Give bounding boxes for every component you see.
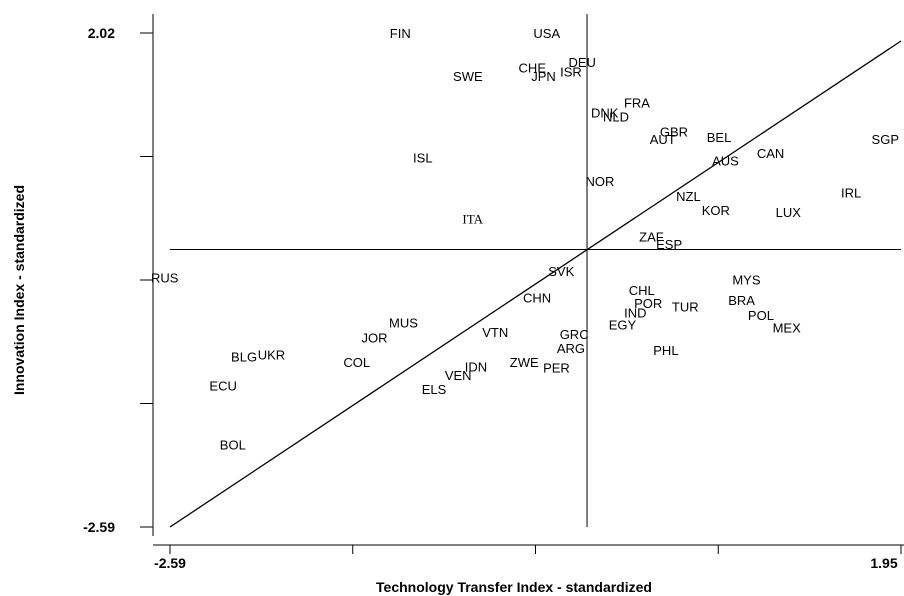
y-axis-title: Innovation Index - standardized (11, 185, 27, 395)
point-label-che: CHE (519, 60, 547, 75)
point-label-vtn: VTN (482, 325, 508, 340)
point-label-ven: VEN (445, 368, 472, 383)
point-label-esp: ESP (656, 237, 682, 252)
point-label-dnk: DNK (591, 105, 619, 120)
point-label-irl: IRL (841, 186, 861, 201)
point-label-nld: NLD (603, 110, 629, 125)
point-label-zwe: ZWE (510, 355, 539, 370)
point-label-arg: ARG (557, 341, 585, 356)
x-axis-ticks (169, 545, 902, 554)
point-label-egy: EGY (609, 317, 637, 332)
point-label-kor: KOR (702, 203, 730, 218)
point-label-aut: AUT (650, 132, 676, 147)
point-label-jpn: JPN (531, 69, 556, 84)
point-label-bel: BEL (707, 130, 732, 145)
point-label-blg: BLG (231, 350, 257, 365)
point-label-mus: MUS (389, 315, 418, 330)
point-label-gbr: GBR (660, 125, 688, 140)
point-label-col: COL (343, 355, 370, 370)
x-tick-label-right: 1.95 (870, 555, 897, 571)
point-label-grc: GRC (560, 327, 589, 342)
point-label-fra: FRA (624, 96, 650, 111)
x-tick-label-left: -2.59 (154, 555, 186, 571)
point-label-aus: AUS (712, 154, 739, 169)
point-label-usa: USA (533, 26, 560, 41)
point-label-swe: SWE (453, 69, 483, 84)
point-label-ita: ITA (462, 211, 483, 226)
point-label-bra: BRA (728, 293, 755, 308)
point-label-bol: BOL (220, 437, 246, 452)
point-label-per: PER (543, 360, 570, 375)
point-label-pol: POL (748, 308, 774, 323)
x-axis-title: Technology Transfer Index - standardized (376, 579, 652, 595)
point-label-jor: JOR (361, 330, 387, 345)
point-label-mys: MYS (732, 272, 761, 287)
point-label-isl: ISL (413, 150, 433, 165)
y-tick-label-top: 2.02 (88, 25, 115, 41)
point-label-deu: DEU (568, 55, 595, 70)
point-label-can: CAN (757, 146, 784, 161)
point-label-fin: FIN (390, 26, 411, 41)
point-label-idn: IDN (465, 359, 487, 374)
point-label-ind: IND (624, 306, 646, 321)
point-label-rus: RUS (151, 270, 179, 285)
point-label-isr: ISR (560, 65, 582, 80)
point-label-chn: CHN (523, 291, 551, 306)
reference-diagonal-line (169, 40, 902, 528)
point-label-nor: NOR (585, 174, 614, 189)
point-label-ecu: ECU (209, 379, 236, 394)
point-label-tur: TUR (672, 299, 699, 314)
y-axis-ticks (140, 32, 153, 528)
point-label-sgp: SGP (872, 132, 899, 147)
point-label-svk: SVK (548, 264, 574, 279)
point-label-els: ELS (422, 382, 447, 397)
point-label-chl: CHL (629, 283, 655, 298)
point-label-nzl: NZL (676, 189, 701, 204)
point-label-lux: LUX (776, 205, 802, 220)
point-label-mex: MEX (773, 321, 802, 336)
point-label-zaf: ZAF (639, 230, 664, 245)
y-tick-label-bottom: -2.59 (83, 519, 115, 535)
point-label-ukr: UKR (258, 347, 285, 362)
point-label-por: POR (634, 296, 662, 311)
point-label-phl: PHL (653, 343, 678, 358)
